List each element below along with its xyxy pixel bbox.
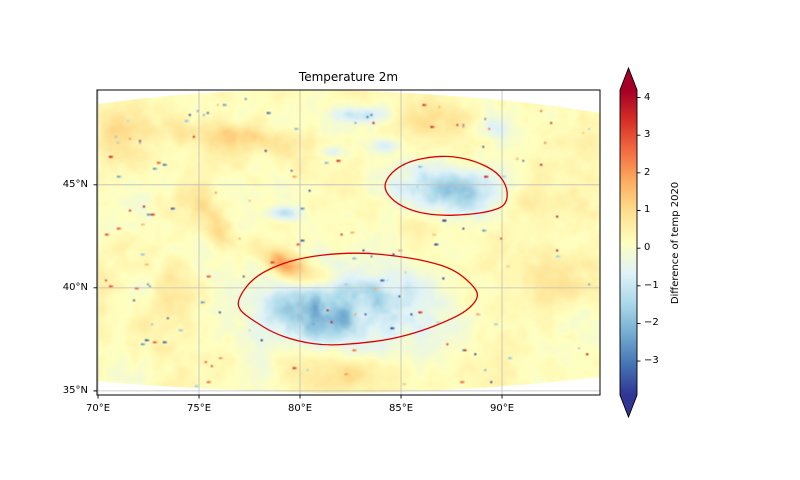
x-tick-label: 80°E: [287, 403, 313, 414]
x-tick-label: 70°E: [85, 403, 111, 414]
x-tick-label: 85°E: [388, 403, 414, 414]
colorbar-tick-label: 0: [644, 242, 651, 254]
x-tick-label: 75°E: [186, 403, 212, 414]
colorbar-tick-label: −3: [644, 355, 659, 367]
y-tick-label: 40°N: [62, 281, 88, 293]
colorbar-tick-label: 4: [644, 91, 651, 103]
colorbar-tick-label: 2: [644, 166, 651, 178]
colorbar-tick-label: 1: [644, 204, 651, 216]
colorbar-label: Difference of temp 2020: [670, 181, 681, 304]
colorbar-tick-label: −1: [644, 279, 659, 291]
x-tick-label: 90°E: [489, 403, 515, 414]
colorbar-tick-label: −2: [644, 317, 659, 329]
colorbar-tick-label: 3: [644, 129, 651, 141]
y-tick-label: 35°N: [62, 384, 88, 396]
plot-title: Temperature 2m: [298, 70, 399, 84]
y-tick-label: 45°N: [62, 178, 88, 190]
